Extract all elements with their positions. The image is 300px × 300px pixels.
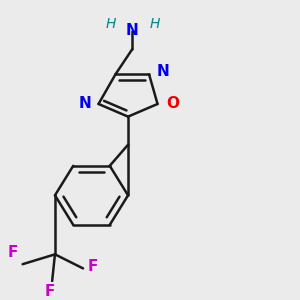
Text: N: N [156,64,169,79]
Text: N: N [79,97,92,112]
Text: H: H [149,17,160,31]
Text: F: F [44,284,55,299]
Text: N: N [126,23,139,38]
Text: F: F [87,260,98,274]
Text: O: O [166,97,179,112]
Text: H: H [106,17,116,31]
Text: F: F [8,245,18,260]
